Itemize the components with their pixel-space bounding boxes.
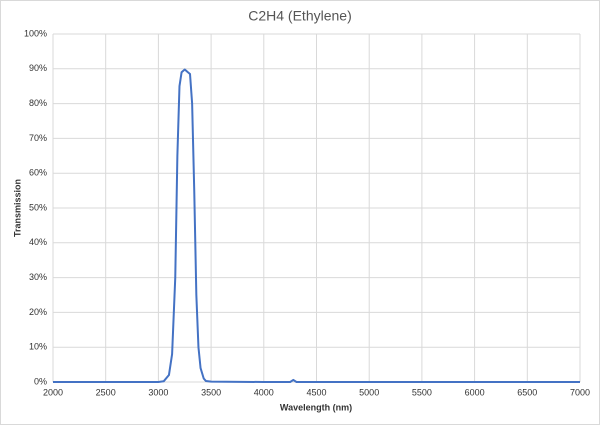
x-tick-label: 6000 xyxy=(465,387,485,397)
y-tick-label: 0% xyxy=(34,376,47,386)
x-tick-label: 5500 xyxy=(412,387,432,397)
x-tick-label: 4000 xyxy=(254,387,274,397)
y-axis-title: Transmission xyxy=(12,179,22,237)
y-tick-label: 60% xyxy=(29,168,47,178)
chart-title: C2H4 (Ethylene) xyxy=(248,8,352,24)
x-tick-label: 2000 xyxy=(43,387,63,397)
y-tick-label: 50% xyxy=(29,202,47,212)
data-line xyxy=(53,68,580,383)
x-tick-label: 3500 xyxy=(201,387,221,397)
x-tick-label: 3000 xyxy=(148,387,168,397)
y-tick-label: 100% xyxy=(24,28,47,38)
y-tick-label: 20% xyxy=(29,307,47,317)
x-tick-label: 5000 xyxy=(359,387,379,397)
x-axis-title: Wavelength (nm) xyxy=(280,402,352,412)
y-tick-label: 80% xyxy=(29,98,47,108)
y-tick-label: 30% xyxy=(29,272,47,282)
x-tick-label: 6500 xyxy=(517,387,537,397)
x-tick-label: 2500 xyxy=(96,387,116,397)
x-tick-label: 4500 xyxy=(306,387,326,397)
y-tick-label: 40% xyxy=(29,237,47,247)
y-tick-label: 10% xyxy=(29,342,47,352)
x-tick-label: 7000 xyxy=(570,387,590,397)
y-tick-label: 70% xyxy=(29,133,47,143)
y-tick-label: 90% xyxy=(29,63,47,73)
